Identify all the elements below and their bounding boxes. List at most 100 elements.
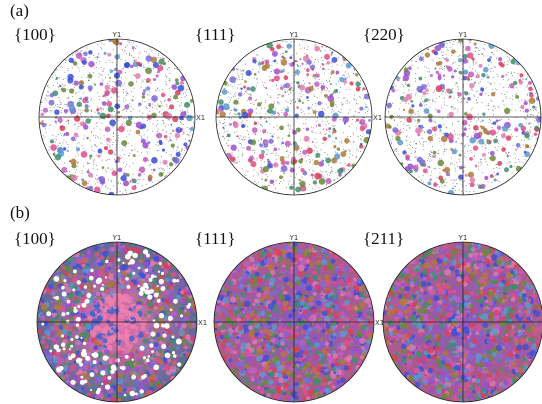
speckle: [473, 64, 475, 66]
speckle: [421, 129, 423, 131]
speckle: [77, 51, 79, 53]
speckle: [438, 137, 440, 139]
speckle: [81, 49, 83, 51]
speckle: [351, 119, 353, 121]
speckle: [181, 148, 183, 150]
speckle: [248, 133, 250, 135]
speckle: [342, 74, 344, 76]
grain: [429, 73, 434, 78]
speckle: [473, 155, 475, 157]
speckle: [107, 187, 109, 189]
speckle: [451, 162, 453, 164]
speckle: [398, 153, 400, 155]
speckle: [152, 130, 154, 132]
speckle: [314, 138, 316, 140]
speckle: [276, 125, 278, 127]
speckle: [64, 162, 66, 164]
grain: [40, 311, 43, 315]
speckle: [535, 107, 537, 109]
grain: [67, 119, 70, 122]
speckle: [409, 127, 411, 129]
speckle: [393, 119, 395, 121]
speckle: [391, 138, 393, 140]
speckle: [76, 66, 78, 68]
grain: [166, 300, 171, 306]
speckle: [77, 126, 79, 128]
grain: [159, 340, 163, 344]
speckle: [333, 125, 335, 127]
speckle: [504, 93, 506, 95]
speckle: [443, 97, 445, 99]
grain: [67, 73, 74, 80]
speckle: [186, 94, 188, 96]
grain: [153, 286, 160, 293]
speckle: [276, 88, 278, 90]
speckle: [453, 164, 455, 166]
grain: [288, 88, 292, 91]
grain: [168, 162, 174, 167]
speckle: [71, 67, 73, 69]
speckle: [430, 171, 432, 173]
speckle: [155, 144, 157, 146]
speckle: [294, 101, 296, 103]
speckle: [409, 107, 411, 109]
speckle: [277, 100, 279, 102]
speckle: [130, 191, 132, 193]
grain: [403, 67, 409, 73]
speckle: [57, 106, 59, 108]
speckle: [301, 112, 303, 114]
speckle: [275, 154, 277, 156]
speckle: [260, 118, 262, 120]
speckle: [49, 107, 51, 109]
grain: [342, 116, 350, 123]
speckle: [224, 125, 226, 127]
speckle: [87, 168, 89, 170]
grain: [113, 328, 119, 334]
grain: [51, 311, 57, 318]
speckle: [495, 137, 497, 139]
speckle: [431, 156, 433, 158]
grain: [226, 133, 231, 138]
speckle: [492, 70, 494, 72]
speckle: [359, 80, 361, 82]
grain: [171, 129, 175, 133]
grain: [306, 59, 312, 65]
speckle: [258, 71, 260, 73]
grain: [72, 61, 78, 66]
grain: [406, 83, 411, 88]
speckle: [330, 169, 332, 171]
grain: [109, 381, 113, 386]
grain: [141, 95, 146, 99]
grain: [305, 54, 309, 57]
grain: [450, 105, 453, 108]
speckle: [148, 165, 150, 167]
grain: [104, 289, 111, 295]
blank: [175, 338, 182, 345]
speckle: [302, 40, 304, 42]
grain: [327, 134, 331, 138]
speckle: [241, 73, 243, 75]
grain: [133, 340, 138, 344]
grain: [268, 79, 271, 82]
speckle: [91, 131, 93, 133]
grain: [428, 166, 431, 169]
speckle: [497, 105, 499, 107]
speckle: [417, 67, 419, 69]
grain: [118, 369, 121, 372]
speckle: [132, 42, 134, 44]
speckle: [445, 126, 447, 128]
speckle: [288, 124, 290, 126]
blank: [46, 311, 52, 317]
grain: [107, 106, 114, 113]
grain: [241, 111, 249, 119]
speckle: [141, 81, 143, 83]
grain: [88, 60, 95, 68]
grain: [128, 281, 134, 287]
grain: [123, 388, 127, 392]
speckle: [505, 53, 507, 55]
speckle: [276, 137, 278, 139]
grain: [93, 345, 99, 351]
speckle: [433, 121, 435, 123]
grain: [89, 154, 93, 158]
speckle: [520, 146, 522, 148]
